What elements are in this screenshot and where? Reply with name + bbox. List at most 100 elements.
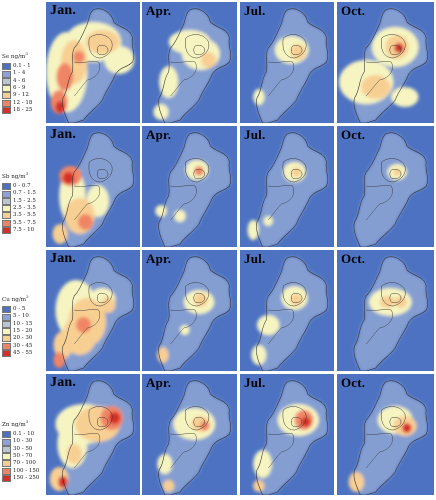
legend-item: 70 - 100	[2, 460, 46, 468]
legend-swatch	[2, 445, 11, 453]
concentration-blob	[56, 63, 74, 91]
legend-unit-exponent: 3	[26, 294, 29, 299]
month-label: Apr.	[146, 251, 172, 266]
legend-swatch	[2, 313, 11, 321]
legend-label: 15 - 20	[13, 328, 33, 335]
city-boundary	[88, 158, 113, 183]
city-boundary	[193, 168, 205, 180]
map-panel-se-jan: Jan.	[46, 2, 140, 123]
concentration-blob	[253, 89, 265, 105]
city-boundary	[193, 44, 205, 56]
concentration-field	[142, 126, 237, 247]
month-label: Jan.	[50, 127, 77, 142]
legend-swatch	[2, 70, 11, 78]
city-boundary	[389, 44, 402, 56]
city-boundary	[88, 282, 113, 307]
legend-swatch	[2, 99, 11, 107]
concentration-field	[240, 126, 334, 247]
concentration-blob	[157, 454, 173, 474]
legend-item: 150 - 250	[2, 475, 46, 483]
haze-region	[256, 256, 328, 371]
legend-element: Sb	[2, 173, 10, 180]
region-boundary	[353, 132, 428, 247]
legend-label: 10 - 15	[13, 320, 33, 327]
legend-label: 1.5 - 2.5	[13, 197, 36, 204]
region-boundary	[256, 380, 329, 495]
month-label: Oct.	[341, 3, 366, 18]
legend-swatch	[2, 350, 11, 358]
province-boundary	[170, 61, 197, 97]
legend-item: 10 - 30	[2, 438, 46, 446]
legend-swatch	[2, 92, 11, 100]
legend-item: 30 - 50	[2, 446, 46, 453]
concentration-field	[240, 250, 334, 371]
concentration-blob	[200, 52, 217, 68]
concentration-blob	[100, 297, 116, 313]
region-boundary	[158, 8, 232, 123]
region-boundary	[158, 380, 232, 495]
concentration-blob	[52, 224, 68, 244]
map-panel-se-oct: Oct.	[337, 2, 434, 123]
concentration-blob	[348, 472, 365, 492]
haze-region	[158, 256, 231, 371]
concentration-blob	[247, 220, 259, 240]
concentration-blob	[159, 66, 179, 98]
concentration-blob	[394, 43, 404, 53]
region-boundary	[158, 256, 232, 371]
city-boundary	[381, 34, 406, 59]
city-boundary	[290, 168, 303, 180]
concentration-blob	[162, 480, 175, 492]
legend-item: 10 - 15	[2, 321, 46, 328]
legend-label: 6 - 9	[13, 85, 26, 92]
legend-label: 30 - 50	[13, 445, 33, 452]
legend-swatch	[2, 183, 11, 191]
haze-region	[256, 8, 328, 123]
legend-swatch	[2, 453, 11, 461]
legend-label: 0.1 - 10	[13, 431, 35, 438]
legend-label: 20 - 30	[13, 335, 33, 342]
region-boundary	[62, 132, 135, 247]
legend-item: 0 - 0.7	[2, 183, 46, 191]
legend-label: 0.7 - 1.5	[13, 190, 36, 197]
concentration-blob	[62, 172, 75, 184]
city-boundary	[185, 406, 210, 431]
concentration-blob	[73, 51, 85, 63]
legend-swatch	[2, 219, 11, 227]
legend-swatch	[2, 431, 11, 439]
month-label: Jan.	[50, 375, 77, 390]
legend-swatch	[2, 197, 11, 205]
legend-label: 18 - 25	[13, 106, 33, 113]
legend-item: 45 - 55	[2, 350, 46, 358]
legend-title: Se ng/m3	[2, 50, 46, 61]
concentration-blob	[53, 352, 65, 368]
concentration-blob	[194, 166, 204, 176]
month-label: Apr.	[146, 3, 172, 18]
concentration-blob	[85, 30, 120, 54]
legend-item: 2.5 - 3.5	[2, 205, 46, 213]
legend-swatch	[2, 107, 11, 115]
city-boundary	[389, 416, 402, 428]
city-boundary	[290, 44, 303, 56]
concentration-blob	[291, 167, 302, 177]
map-panel-sb-apr: Apr.	[142, 126, 237, 247]
month-label: Oct.	[341, 251, 366, 266]
legend-swatch	[2, 77, 11, 85]
city-boundary	[185, 158, 210, 183]
concentration-blob	[379, 296, 396, 308]
map-panel-zn-apr: Apr.	[142, 374, 237, 495]
city-boundary	[290, 292, 303, 304]
month-label: Jan.	[50, 3, 77, 18]
concentration-blob	[393, 168, 402, 176]
legend-label: 0.1 - 1	[13, 63, 31, 70]
map-panel-cu-apr: Apr.	[142, 250, 237, 371]
legend-unit: ng/m	[9, 53, 26, 60]
map-panel-sb-jan: Jan.	[46, 126, 140, 247]
legend-item: 18 - 25	[2, 106, 46, 115]
month-label: Apr.	[146, 375, 172, 390]
legend-swatch	[2, 342, 11, 350]
legend-unit-exponent: 3	[25, 171, 29, 176]
legend-unit-exponent: 3	[25, 419, 29, 424]
province-boundary	[268, 185, 294, 221]
concentration-blob	[290, 294, 303, 306]
